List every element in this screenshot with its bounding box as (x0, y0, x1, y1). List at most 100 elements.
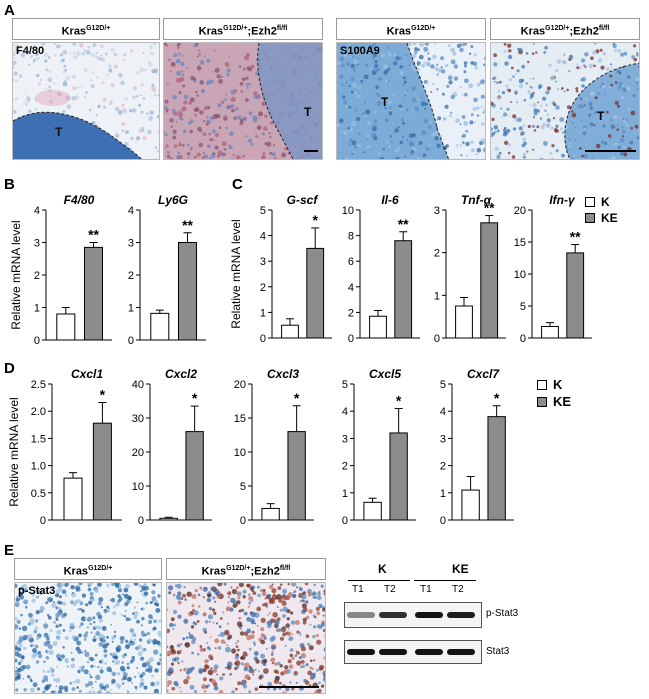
bar-k (461, 489, 480, 521)
bar-ke (487, 416, 506, 521)
chart-4: 0 1 2 3 Tnf-α** (434, 193, 506, 345)
legend-swatch-ke (537, 396, 547, 407)
y-tick-label: 3 (342, 433, 348, 445)
significance-mark: * (294, 390, 300, 406)
chart-1: 0 1 2 3 4 Ly6G ** (128, 193, 206, 347)
y-tick-label: 1 (434, 290, 440, 302)
y-tick-label: 0 (128, 335, 134, 347)
significance-mark: ** (570, 229, 581, 245)
y-tick-label: 0 (40, 515, 46, 527)
chart-title: Ifn-γ (549, 193, 576, 207)
y-tick-label: 20 (234, 379, 246, 391)
genotype-label-ke-2: KrasG12D/+;Ezh2fl/fl (490, 18, 640, 40)
y-tick-label: 4 (128, 205, 134, 217)
y-tick-label: 2 (434, 248, 440, 260)
chart-8: 0 5 10 15 20 Cxcl3 * (234, 367, 314, 527)
chart-title: Cxcl3 (267, 367, 299, 381)
y-tick-label: 5 (342, 379, 348, 391)
chart-10: 0 1 2 3 4 5 Cxcl7 * (440, 367, 514, 527)
chart-title: Cxcl1 (71, 367, 103, 381)
wb-band (347, 649, 375, 655)
y-tick-label: 4 (348, 282, 354, 294)
y-tick-label: 2 (260, 282, 266, 294)
bar-ke (480, 222, 499, 339)
y-tick-label: 1 (440, 488, 446, 500)
chart-2: 0 1 2 3 4 5 G-scf Relative mRNA level * (229, 193, 332, 345)
y-tick-label: 0 (348, 333, 354, 345)
y-tick-label: 1 (34, 303, 40, 315)
wb-lane-4: T2 (452, 584, 464, 595)
y-tick-label: 15 (514, 237, 526, 249)
wb-blot-pstat3 (344, 602, 482, 628)
y-tick-label: 3 (434, 205, 440, 217)
y-tick-label: 5 (240, 481, 246, 493)
y-tick-label: 2 (128, 270, 134, 282)
chart-title: Cxcl2 (165, 367, 197, 381)
bar-k (363, 501, 382, 521)
genotype-label-ke-e: KrasG12D/+;Ezh2fl/fl (166, 558, 326, 580)
y-tick-label: 10 (234, 447, 246, 459)
y-tick-label: 3 (440, 433, 446, 445)
y-tick-label: 2 (342, 461, 348, 473)
y-tick-label: 1.5 (31, 433, 46, 445)
bar-k (455, 305, 473, 339)
bar-ke (178, 242, 198, 341)
bar-ke (287, 431, 306, 521)
y-tick-label: 2.5 (31, 379, 46, 391)
y-tick-label: 10 (342, 205, 354, 217)
significance-mark: ** (398, 216, 409, 232)
y-tick-label: 10 (132, 481, 144, 493)
legend-bc: K KE (585, 194, 645, 226)
chart-5: 0 5 10 15 20 Ifn-γ ** (514, 193, 592, 345)
histology-s100a9-ke: T (490, 42, 640, 160)
wb-band (347, 612, 375, 618)
y-tick-label: 5 (440, 379, 446, 391)
y-tick-label: 30 (132, 413, 144, 425)
y-tick-label: 4 (260, 231, 266, 243)
genotype-label-k: KrasG12D/+ (12, 18, 160, 40)
stain-label-s100a9: S100A9 (340, 45, 380, 57)
western-blot: K KE T1 T2 T1 T2 p-Stat3 Stat3 (340, 562, 640, 682)
wb-group-ke: KE (452, 562, 469, 576)
chart-title: G-scf (287, 193, 319, 207)
y-tick-label: 0 (240, 515, 246, 527)
y-tick-label: 15 (234, 413, 246, 425)
legend-swatch-k (585, 197, 595, 207)
y-tick-label: 4 (440, 406, 446, 418)
significance-mark: * (100, 386, 106, 402)
panel-letter-c: C (232, 176, 243, 193)
chart-title: Ly6G (158, 193, 188, 207)
wb-band (447, 649, 475, 655)
bar-k (369, 315, 387, 339)
wb-lane-2: T2 (384, 584, 396, 595)
chart-title: Tnf-α (461, 193, 492, 207)
y-tick-label: 20 (514, 205, 526, 217)
y-tick-label: 3 (260, 256, 266, 268)
y-tick-label: 10 (514, 269, 526, 281)
y-tick-label: 0 (434, 333, 440, 345)
chart-0: 0 1 2 3 4 F4/80 Relative mRNA level ** (9, 193, 112, 347)
y-tick-label: 0 (138, 515, 144, 527)
bar-ke (92, 422, 112, 521)
bar-ke (566, 252, 585, 339)
panel-letter-d: D (4, 360, 15, 377)
significance-mark: * (312, 212, 318, 228)
histology-s100a9-k: S100A9 T (336, 42, 486, 160)
bar-k (159, 517, 178, 521)
tumor-mark: T (597, 109, 605, 123)
y-tick-label: 5 (260, 205, 266, 217)
significance-mark: ** (484, 200, 495, 216)
genotype-label-ke: KrasG12D/+;Ezh2fl/fl (163, 18, 323, 40)
genotype-label-k-e: KrasG12D/+ (14, 558, 162, 580)
panel-letter-e: E (4, 542, 15, 559)
y-tick-label: 1.0 (31, 461, 46, 473)
legend-label-k: K (553, 377, 563, 392)
y-tick-label: 4 (34, 205, 40, 217)
genotype-label-k-2: KrasG12D/+ (336, 18, 486, 40)
bar-k (56, 313, 76, 341)
y-tick-label: 1 (260, 307, 266, 319)
y-tick-label: 8 (348, 231, 354, 243)
y-tick-label: 6 (348, 256, 354, 268)
bar-ke (84, 246, 104, 341)
